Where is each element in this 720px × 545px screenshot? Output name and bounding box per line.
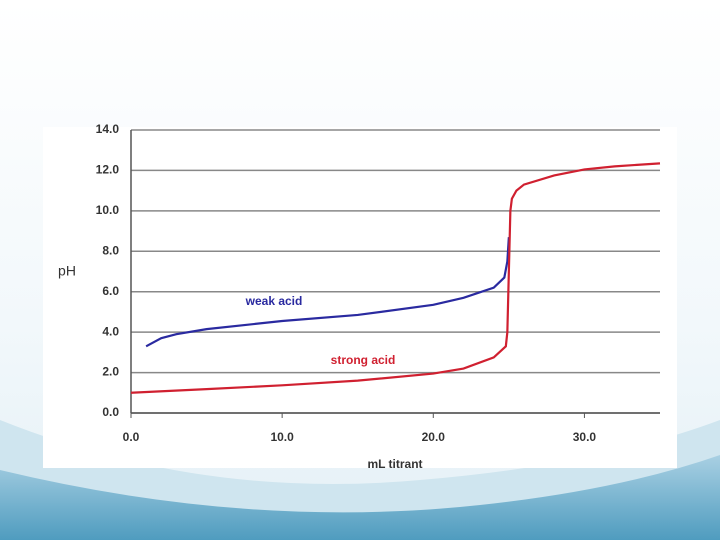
line: [130, 162, 661, 394]
y-tick-label: 2.0: [102, 365, 119, 379]
x-tick-label: 20.0: [422, 430, 446, 444]
y-tick-label: 6.0: [102, 284, 119, 298]
chart: 0.0 2.0 4.0 6.0 8.0 10.0 12.0 14.0 0.0 10.0 20.0 30…: [96, 122, 661, 444]
series-label: strong acid: [331, 353, 396, 367]
line: [145, 237, 510, 348]
y-tick-label: 0.0: [102, 405, 119, 419]
y-tick-label: 4.0: [102, 324, 119, 338]
x-axis-label: mL titrant: [367, 457, 422, 471]
y-tick-label: 8.0: [102, 243, 119, 257]
clip: [43, 468, 677, 540]
wave: [0, 455, 720, 540]
y-axis-label: pH: [58, 263, 76, 279]
y-tick-label: 12.0: [96, 163, 120, 177]
y-tick-label: 10.0: [96, 203, 120, 217]
y-tick-label: 14.0: [96, 122, 120, 136]
chart-area: [43, 127, 677, 468]
series-label: weak acid: [245, 294, 303, 308]
x-tick-label: 30.0: [573, 430, 597, 444]
x-tick-label: 10.0: [270, 430, 294, 444]
x-tick-label: 0.0: [123, 430, 140, 444]
